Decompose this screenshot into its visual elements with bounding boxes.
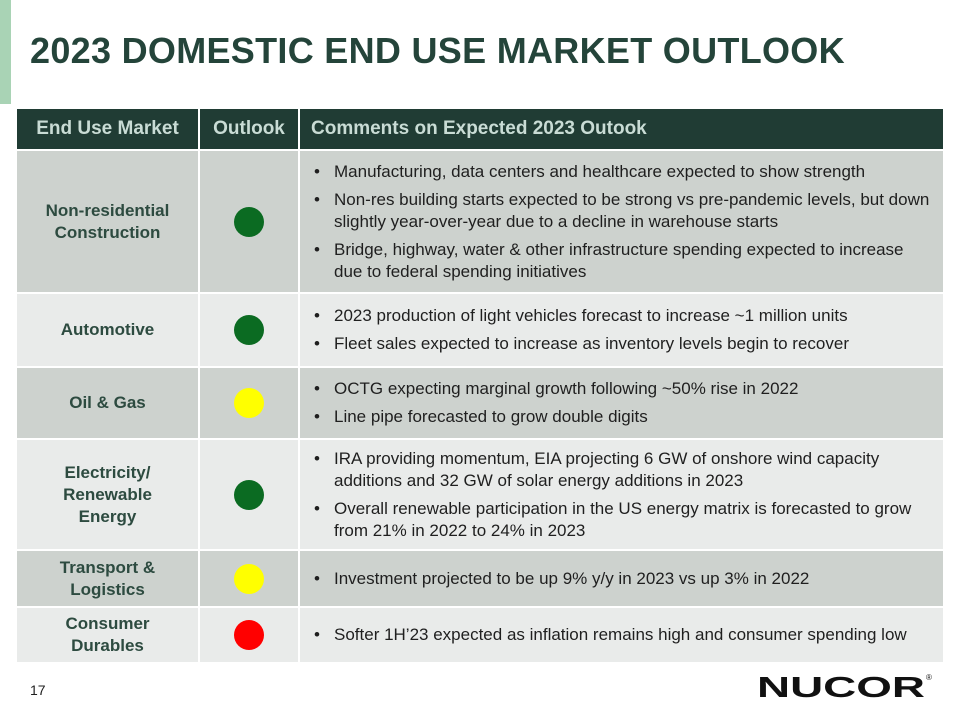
outlook-cell xyxy=(200,294,300,368)
header-outlook: Outlook xyxy=(200,109,300,151)
comments-cell: Investment projected to be up 9% y/y in … xyxy=(300,551,943,608)
comments-list: OCTG expecting marginal growth following… xyxy=(300,378,943,428)
market-label: Transport & Logistics xyxy=(59,557,156,599)
comment-item: Non-res building starts expected to be s… xyxy=(300,189,933,233)
outlook-cell xyxy=(200,440,300,551)
comment-item: Fleet sales expected to increase as inve… xyxy=(300,333,933,355)
comments-list: IRA providing momentum, EIA projecting 6… xyxy=(300,448,943,542)
outlook-cell xyxy=(200,151,300,294)
outlook-indicator-yellow xyxy=(234,563,264,594)
outlook-indicator-red xyxy=(234,620,264,650)
table-row: Non-residential Construction Manufacturi… xyxy=(17,151,943,294)
comment-item: Bridge, highway, water & other infrastru… xyxy=(300,239,933,283)
market-name: Transport & Logistics xyxy=(17,551,200,608)
comment-item: Manufacturing, data centers and healthca… xyxy=(300,161,933,183)
table-row: Transport & Logistics Investment project… xyxy=(17,551,943,608)
market-name: Oil & Gas xyxy=(17,368,200,440)
market-label: Oil & Gas xyxy=(69,393,146,412)
outlook-cell xyxy=(200,551,300,608)
slide-title: 2023 DOMESTIC END USE MARKET OUTLOOK xyxy=(30,30,845,71)
market-name: Automotive xyxy=(17,294,200,368)
table-row: Electricity/ Renewable Energy IRA provid… xyxy=(17,440,943,551)
comment-item: IRA providing momentum, EIA projecting 6… xyxy=(300,448,933,492)
outlook-table: End Use Market Outlook Comments on Expec… xyxy=(17,109,943,664)
comment-item: Line pipe forecasted to grow double digi… xyxy=(300,406,933,428)
market-name: Non-residential Construction xyxy=(17,151,200,294)
page-number: 17 xyxy=(30,682,46,698)
market-label: Automotive xyxy=(60,320,155,339)
table-row: Oil & Gas OCTG expecting marginal growth… xyxy=(17,368,943,440)
nucor-logo: NUCOR ® xyxy=(757,672,932,701)
header-end-use-market: End Use Market xyxy=(17,109,200,151)
comments-cell: 2023 production of light vehicles foreca… xyxy=(300,294,943,368)
outlook-indicator-green xyxy=(234,479,264,510)
accent-bar xyxy=(0,0,11,104)
outlook-cell xyxy=(200,368,300,440)
comments-list: Manufacturing, data centers and healthca… xyxy=(300,161,943,283)
comment-item: Overall renewable participation in the U… xyxy=(300,498,933,542)
comments-cell: Manufacturing, data centers and healthca… xyxy=(300,151,943,294)
comment-item: Softer 1H’23 expected as inflation remai… xyxy=(300,624,933,646)
table-header-row: End Use Market Outlook Comments on Expec… xyxy=(17,109,943,151)
market-name: Consumer Durables xyxy=(17,608,200,664)
outlook-cell xyxy=(200,608,300,664)
table-row: Automotive 2023 production of light vehi… xyxy=(17,294,943,368)
comment-item: 2023 production of light vehicles foreca… xyxy=(300,305,933,327)
comments-cell: Softer 1H’23 expected as inflation remai… xyxy=(300,608,943,664)
comments-list: 2023 production of light vehicles foreca… xyxy=(300,305,943,355)
table-row: Consumer Durables Softer 1H’23 expected … xyxy=(17,608,943,664)
comment-item: Investment projected to be up 9% y/y in … xyxy=(300,568,933,590)
market-label: Consumer Durables xyxy=(65,614,150,655)
header-comments: Comments on Expected 2023 Outook xyxy=(300,109,943,151)
market-label: Non-residential Construction xyxy=(45,200,170,242)
comments-list: Investment projected to be up 9% y/y in … xyxy=(300,568,943,590)
outlook-indicator-green xyxy=(234,315,264,345)
logo-wordmark: NUCOR xyxy=(757,672,925,701)
comments-cell: OCTG expecting marginal growth following… xyxy=(300,368,943,440)
market-name: Electricity/ Renewable Energy xyxy=(17,440,200,551)
logo-registered-mark: ® xyxy=(926,673,932,682)
comment-item: OCTG expecting marginal growth following… xyxy=(300,378,933,400)
comments-cell: IRA providing momentum, EIA projecting 6… xyxy=(300,440,943,551)
outlook-indicator-green xyxy=(234,206,264,237)
market-label: Electricity/ Renewable Energy xyxy=(63,462,152,526)
comments-list: Softer 1H’23 expected as inflation remai… xyxy=(300,624,943,646)
outlook-indicator-yellow xyxy=(234,388,264,418)
